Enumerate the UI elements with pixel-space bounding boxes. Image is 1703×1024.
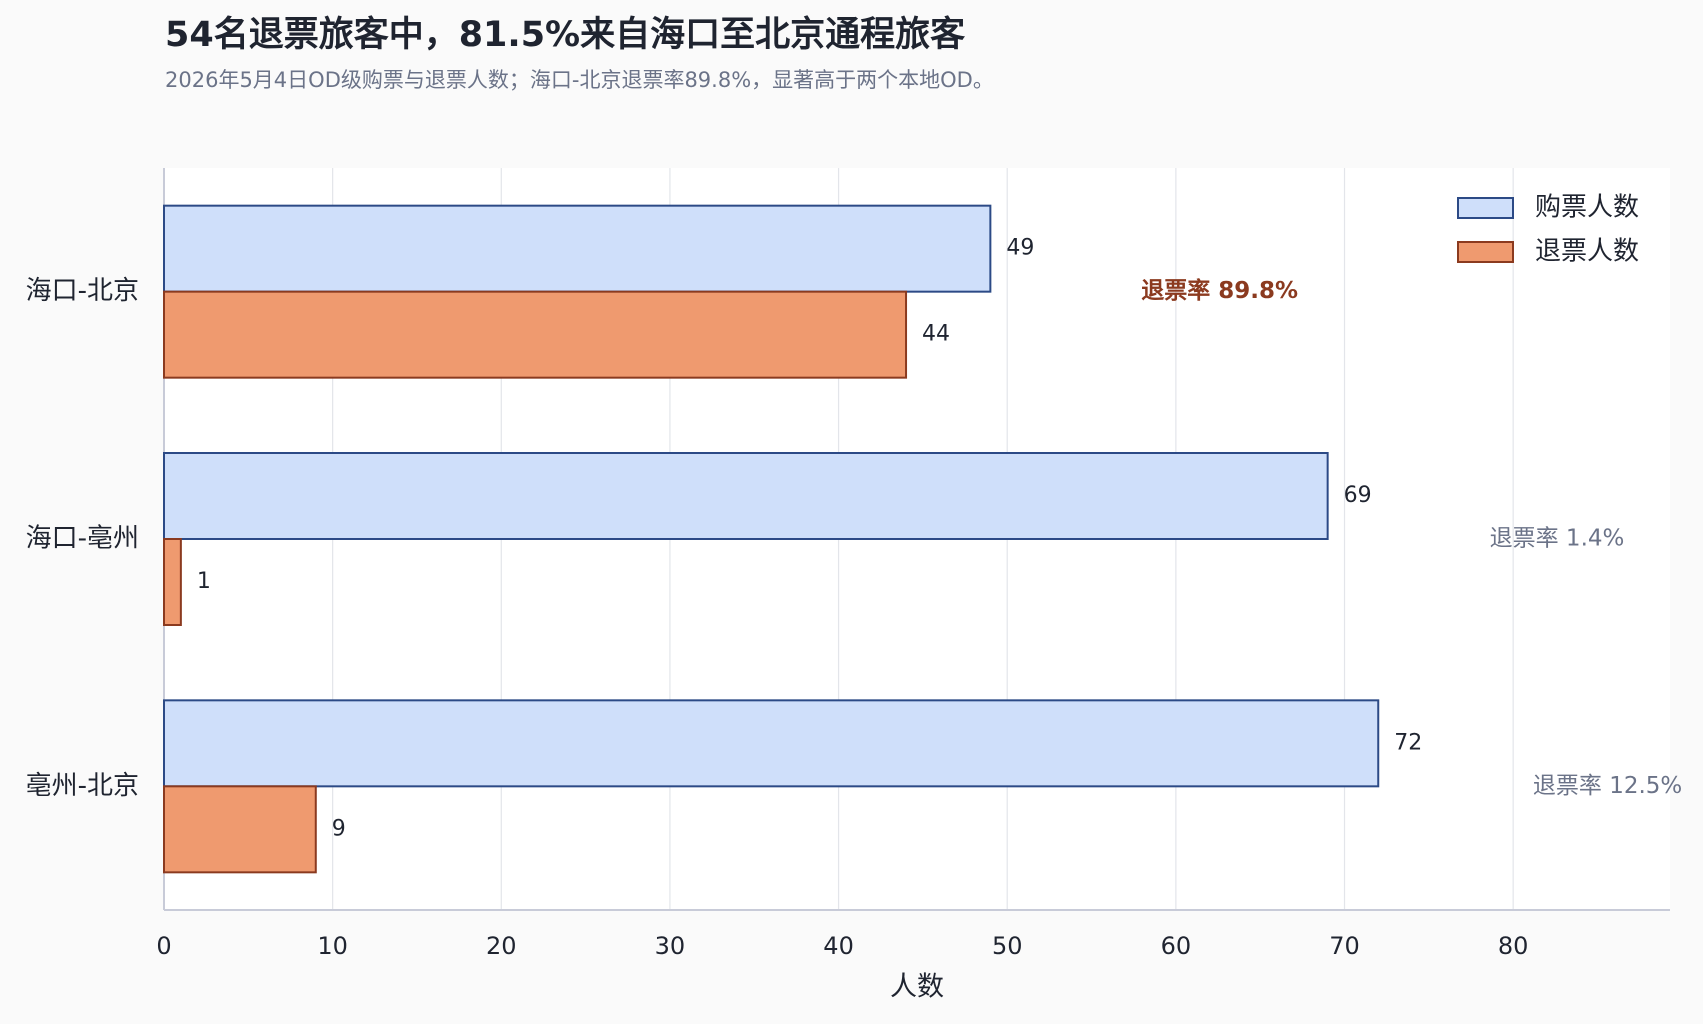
annotation: 退票率 1.4% [1490,526,1625,552]
bar [163,699,1380,788]
value-label: 69 [1344,483,1372,508]
value-label: 9 [332,816,346,841]
x-tick-label: 70 [1329,932,1360,960]
x-tick-label: 10 [317,932,348,960]
x-tick-label: 50 [992,932,1023,960]
legend-label: 购票人数 [1535,193,1639,223]
x-tick-label: 0 [156,932,171,960]
y-tick-label: 海口-北京 [26,276,139,306]
bar [163,785,317,874]
chart-title: 54名退票旅客中，81.5%来自海口至北京通程旅客 [165,14,965,55]
x-tick-label: 30 [655,932,686,960]
legend-label: 退票人数 [1535,237,1639,267]
value-label: 72 [1394,730,1422,755]
annotation: 退票率 12.5% [1533,773,1682,799]
y-tick-label: 亳州-北京 [26,771,139,801]
value-label: 49 [1006,236,1034,261]
x-tick-label: 20 [486,932,517,960]
legend-swatch [1457,241,1514,263]
bar [163,204,992,293]
x-axis-label: 人数 [890,972,944,1003]
value-label: 44 [922,322,950,347]
x-tick-label: 80 [1498,932,1529,960]
x-tick-label: 40 [823,932,854,960]
bar [163,452,1329,540]
chart-subtitle: 2026年5月4日OD级购票与退票人数；海口-北京退票率89.8%，显著高于两个… [165,68,994,92]
value-label: 1 [197,569,211,594]
bar [163,290,908,379]
annotation: 退票率 89.8% [1141,277,1298,304]
y-tick-label: 海口-亳州 [26,524,139,554]
legend-swatch [1457,197,1514,219]
x-tick-label: 60 [1161,932,1192,960]
bar [163,538,182,626]
